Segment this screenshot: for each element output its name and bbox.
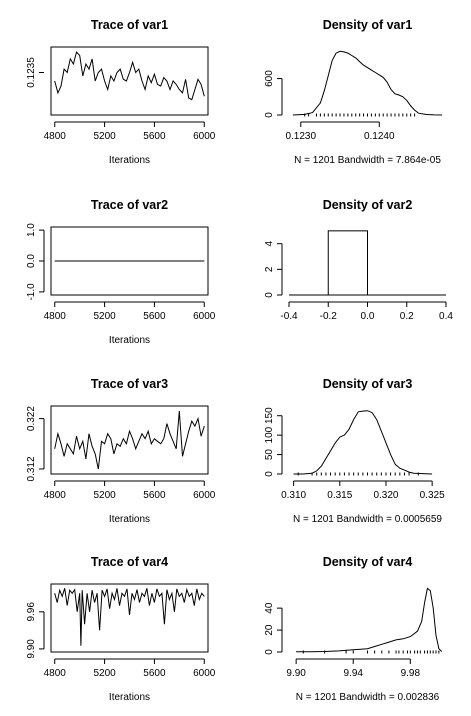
x-tick-label: 0.0 <box>361 311 375 322</box>
panel-title: Trace of var4 <box>91 555 168 569</box>
x-axis-label: Iterations <box>109 155 150 166</box>
panel-4: Density of var2 -0.4 -0.2 0.0 0.2 0.4 0 2 4 <box>264 198 453 322</box>
y-tick-label: 0.312 <box>26 456 37 481</box>
y-tick-label: 0 <box>264 471 275 477</box>
panel-6: Density of var3 0.310 0.315 0.320 0.325 0 50 10… <box>264 377 445 525</box>
density-curve <box>293 410 433 475</box>
x-tick-label: 5200 <box>93 490 116 501</box>
y-tick-label: 2 <box>264 266 275 272</box>
plot-frame <box>50 405 209 475</box>
x-tick-label: 5200 <box>93 311 116 322</box>
x-tick-label: 0.2 <box>400 311 414 322</box>
y-tick-label: 0 <box>264 649 275 655</box>
x-tick-label: 9.90 <box>286 668 306 679</box>
density-curve <box>296 587 443 653</box>
x-tick-label: 4800 <box>44 311 67 322</box>
x-tick-label: 0.315 <box>327 490 352 501</box>
x-tick-label: -0.4 <box>280 311 298 322</box>
y-tick-label: -1.0 <box>26 283 37 301</box>
x-tick-label: 9.94 <box>343 668 363 679</box>
x-tick-label: 0.325 <box>420 490 445 501</box>
y-tick-label: 0.1235 <box>26 57 37 88</box>
y-tick-label: 20 <box>264 624 275 636</box>
y-tick-label: 100 <box>264 426 275 443</box>
x-tick-label: 5200 <box>93 131 116 142</box>
x-axis-label: Iterations <box>109 335 150 346</box>
panel-3: Trace of var2 4800 5200 5600 6000 -1.0 0.0 1.0 I… <box>26 198 216 346</box>
trace-line <box>54 51 205 101</box>
x-tick-label: 5600 <box>143 490 166 501</box>
x-tick-label: 0.310 <box>281 490 306 501</box>
histogram-bar <box>327 230 368 296</box>
density-curve <box>292 50 443 116</box>
y-tick-label: 9.90 <box>26 639 37 659</box>
x-tick-label: 4800 <box>44 668 67 679</box>
panel-7: Trace of var4 4800 5200 5600 6000 9.90 9.96 Ite… <box>26 555 216 703</box>
panel-title: Density of var1 <box>323 18 413 32</box>
x-axis-label: Iterations <box>109 514 150 525</box>
panel-8: Density of var4 9.90 9.94 9.98 0 20 40 N = 1201… <box>264 555 443 703</box>
x-tick-label: 0.1230 <box>285 131 316 142</box>
x-tick-label: 0.1240 <box>364 131 395 142</box>
x-tick-label: 6000 <box>193 668 216 679</box>
y-tick-label: 9.96 <box>26 602 37 622</box>
x-axis-label: N = 1201 Bandwidth = 0.0005659 <box>293 514 442 525</box>
panel-1: Trace of var1 4800 5200 5600 6000 0.1235 Itera… <box>26 18 216 166</box>
x-tick-label: -0.2 <box>320 311 338 322</box>
panel-title: Trace of var1 <box>91 18 168 32</box>
plot-frame <box>50 583 209 653</box>
y-tick-label: 0 <box>264 292 275 298</box>
panel-title: Density of var4 <box>323 555 413 569</box>
plot-frame <box>50 46 209 116</box>
panel-title: Trace of var3 <box>91 377 168 391</box>
y-tick-label: 0 <box>264 112 275 118</box>
x-tick-label: 5600 <box>143 131 166 142</box>
x-tick-label: 5600 <box>143 311 166 322</box>
y-tick-label: 40 <box>264 602 275 614</box>
trace-line <box>54 587 205 646</box>
y-tick-label: 4 <box>264 240 275 246</box>
x-tick-label: 4800 <box>44 490 67 501</box>
y-tick-label: 0.322 <box>26 406 37 431</box>
panel-title: Trace of var2 <box>91 198 168 212</box>
panel-2: Density of var1 0.1230 0.1240 0 600 N = 1201 … <box>264 18 443 166</box>
x-axis-label: N = 1201 Bandwidth = 7.864e-05 <box>294 155 441 166</box>
panel-5: Trace of var3 4800 5200 5600 6000 0.312 0.322 I… <box>26 377 216 525</box>
y-tick-label: 600 <box>264 70 275 87</box>
y-tick-label: 0.0 <box>26 254 37 268</box>
x-tick-label: 4800 <box>44 131 67 142</box>
y-tick-label: 150 <box>264 407 275 424</box>
x-axis-label: N = 1201 Bandwidth = 0.002836 <box>296 692 440 703</box>
panel-title: Density of var3 <box>323 377 413 391</box>
panel-title: Density of var2 <box>323 198 413 212</box>
x-tick-label: 6000 <box>193 311 216 322</box>
x-tick-label: 5200 <box>93 668 116 679</box>
x-tick-label: 0.320 <box>373 490 398 501</box>
y-tick-label: 1.0 <box>26 223 37 237</box>
trace-line <box>54 410 205 470</box>
x-tick-label: 9.98 <box>401 668 421 679</box>
x-axis-label: Iterations <box>109 692 150 703</box>
x-tick-label: 5600 <box>143 668 166 679</box>
x-tick-label: 6000 <box>193 131 216 142</box>
plot-frame <box>50 226 209 296</box>
y-tick-label: 50 <box>264 449 275 461</box>
x-tick-label: 0.4 <box>439 311 453 322</box>
x-tick-label: 6000 <box>193 490 216 501</box>
